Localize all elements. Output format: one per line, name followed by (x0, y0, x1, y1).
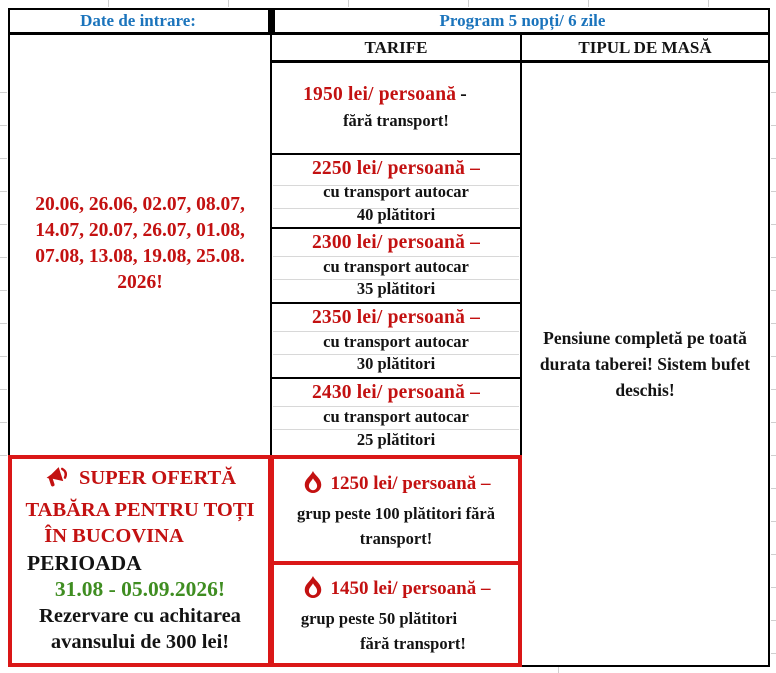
tariff-block-2300: 2300 lei/ persoană – cu transport autoca… (272, 229, 520, 302)
tariff-divider-1 (272, 153, 520, 155)
tariff-block-2430: 2430 lei/ persoană – cu transport autoca… (272, 379, 520, 453)
tariff-detail: cu transport autocar (323, 331, 469, 351)
gridline-ticks-right (771, 60, 776, 667)
special-tariff-detail: grup peste 100 plătitori fără (297, 503, 495, 523)
tariff-detail: 25 plătitori (356, 430, 436, 449)
tariff-price: 2250 lei/ persoană – (311, 157, 481, 179)
period-value: 31.08 - 05.09.2026! (54, 577, 226, 601)
gridline-tick-bottom (558, 667, 559, 673)
tariff-block-2350: 2350 lei/ persoană – cu transport autoca… (272, 304, 520, 377)
flame-icon (302, 470, 324, 501)
tariff-block-2250: 2250 lei/ persoană – cu transport autoca… (272, 155, 520, 227)
special-tariff-1450: 1450 lei/ persoană – grup peste 50 plăti… (276, 569, 516, 661)
subheader-tipul-de-masa: TIPUL DE MASĂ (578, 37, 712, 57)
tariff-detail: 35 plătitori (356, 279, 436, 299)
tariff-detail: cu transport autocar (323, 256, 469, 276)
tariff-block-1950: 1950 lei/ persoană - fără transport! (272, 63, 520, 151)
column-divider-2 (520, 32, 522, 667)
meal-line: Pensiune completă pe toată (543, 327, 747, 348)
dates-line: 14.07, 20.07, 26.07, 01.08, (35, 220, 245, 241)
header-column-divider-thick (268, 8, 275, 32)
dates-line: 07.08, 13.08, 19.08, 25.08. (35, 246, 245, 267)
meal-line: durata taberei! Sistem bufet (539, 353, 751, 374)
tariff-divider-4 (272, 377, 520, 379)
special-tariff-detail: grup peste 50 plătitori (300, 608, 458, 628)
special-tariff-1250: 1250 lei/ persoană – grup peste 100 plăt… (276, 461, 516, 559)
special-tariff-detail: fără transport! (360, 633, 466, 653)
special-tariff-detail: transport! (359, 528, 433, 548)
special-tariff-price-line: 1250 lei/ persoană – (302, 470, 490, 501)
period-label: PERIOADA (27, 550, 142, 575)
gridline-ticks-left (0, 60, 7, 456)
header-dates-label: Date de intrare: (80, 10, 196, 30)
special-tariff-box-2-border (270, 561, 522, 667)
tariff-detail: 40 plătitori (356, 204, 436, 224)
subheader-tarife: TARIFE (364, 37, 428, 57)
subheader-row-divider (270, 60, 770, 63)
dates-line: 2026! (117, 272, 163, 293)
gridline-ticks-top (108, 0, 770, 7)
tariff-price: 2430 lei/ persoană – (311, 382, 481, 403)
tariff-detail: cu transport autocar (323, 182, 469, 201)
sub-gridline (273, 185, 519, 186)
header-program-label: Program 5 nopți/ 6 zile (439, 10, 606, 30)
sub-gridline (273, 331, 519, 332)
tariff-detail: fără transport! (343, 110, 449, 130)
sub-gridline (273, 354, 519, 355)
sub-gridline (273, 406, 519, 407)
megaphone-icon (44, 465, 72, 497)
tariff-detail: cu transport autocar (323, 407, 469, 426)
reservation-note-line: avansului de 300 lei! (50, 631, 230, 653)
column-divider-1 (270, 32, 272, 455)
dates-line: 20.06, 26.06, 02.07, 08.07, (35, 194, 245, 215)
tariff-price-dash: - (460, 83, 467, 105)
tariff-detail: 30 plătitori (356, 354, 436, 374)
sub-gridline (273, 279, 519, 280)
reservation-note-line: Rezervare cu achitarea (39, 604, 241, 627)
super-offer-title-line: TABĂRA PENTRU TOȚI (25, 498, 255, 521)
tariff-divider-2 (272, 227, 520, 229)
tariff-price: 1950 lei/ persoană (303, 83, 457, 105)
entry-dates-cell: 20.06, 26.06, 02.07, 08.07, 14.07, 20.07… (10, 35, 270, 453)
super-offer-title-line: SUPER OFERTĂ (13, 465, 267, 497)
super-offer-content: SUPER OFERTĂ TABĂRA PENTRU TOȚI ÎN BUCOV… (13, 465, 267, 661)
tariff-price: 2300 lei/ persoană – (311, 231, 481, 253)
meal-line: deschis! (615, 379, 675, 400)
sub-gridline (273, 208, 519, 209)
flame-icon (302, 575, 324, 606)
tariff-divider-3 (272, 302, 520, 304)
special-tariff-price-line: 1450 lei/ persoană – (302, 575, 490, 606)
header-row-divider (8, 32, 770, 35)
meal-type-cell: Pensiune completă pe toată durata tabere… (522, 62, 768, 665)
tariff-price: 2350 lei/ persoană – (311, 306, 481, 328)
super-offer-title-line: ÎN BUCOVINA (44, 525, 184, 547)
sub-gridline (273, 256, 519, 257)
sub-gridline (273, 429, 519, 430)
